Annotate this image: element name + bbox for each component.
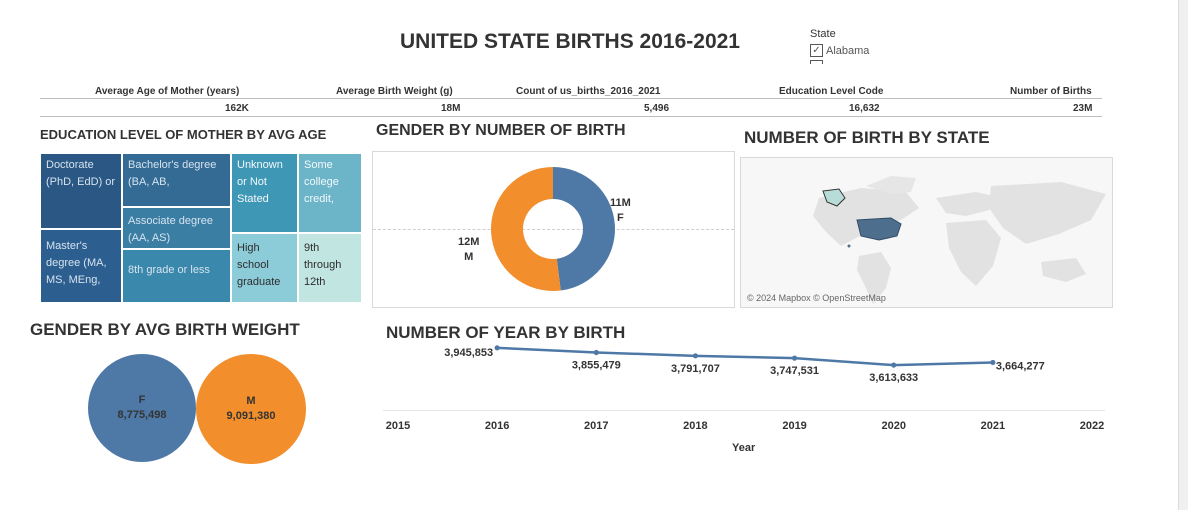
kpi-label: Average Birth Weight (g) [336, 86, 453, 97]
europe-shape [936, 192, 1003, 216]
donut-label-m-value: 12M [458, 236, 480, 248]
donut-label-f-name: F [617, 212, 624, 224]
donut-panel: 11M F 12M M [372, 151, 735, 308]
donut-slice-m[interactable] [490, 167, 561, 291]
donut-svg [490, 167, 615, 291]
line-point[interactable] [692, 353, 699, 359]
bubble-f-value: 8,775,498 [117, 409, 167, 421]
treemap-cell-doctorate[interactable]: Doctorate (PhD, EdD) or [40, 153, 122, 229]
x-tick-label: 2015 [386, 420, 410, 432]
treemap-cell-unknown[interactable]: Unknown or Not Stated [231, 153, 298, 233]
donut-label-f-value: 11M [610, 197, 631, 209]
data-label: 3,855,479 [572, 360, 621, 372]
donut-label-f: 11M F [610, 196, 631, 226]
state-map[interactable]: © 2024 Mapbox © OpenStreetMap [740, 157, 1113, 308]
line-title: NUMBER OF YEAR BY BIRTH [386, 323, 626, 342]
bubble-f-label: F [138, 394, 146, 406]
bubble-f-text: F 8,775,498 [88, 393, 196, 423]
kpi-divider-bottom [40, 116, 1102, 117]
usa-highlight[interactable] [856, 217, 902, 241]
kpi-divider [40, 98, 1102, 99]
treemap-cell-some-college[interactable]: Some college credit, [298, 153, 362, 233]
line-series [497, 346, 993, 367]
x-tick-label: 2018 [683, 420, 707, 432]
treemap-cell-high-school[interactable]: High school graduate [231, 233, 298, 303]
kpi-label: Average Age of Mother (years) [95, 86, 240, 97]
donut-title: GENDER BY NUMBER OF BIRTH [376, 122, 626, 139]
state-filter-value: Alabama [826, 44, 870, 57]
data-label: 3,664,277 [996, 360, 1045, 372]
south-america-shape [857, 252, 891, 304]
checkbox-checked-icon[interactable]: ✓ [810, 44, 823, 57]
world-map-svg [813, 176, 1106, 304]
line-point[interactable] [891, 362, 897, 368]
donut-label-m: 12M M [458, 235, 479, 265]
x-tick-label: 2020 [881, 420, 905, 432]
australia-shape [1041, 258, 1086, 282]
treemap-cell-9th-12th[interactable]: 9th through 12th [298, 233, 362, 303]
line-point[interactable] [791, 355, 798, 361]
kpi-value: 18M [441, 103, 461, 114]
state-filter-label: State [810, 28, 836, 40]
kpi-value: 5,496 [644, 103, 670, 114]
state-filter-item[interactable]: ✓ Alabama [810, 44, 869, 57]
education-treemap: Doctorate (PhD, EdD) or Master's degree … [40, 153, 362, 303]
x-tick-label: 2022 [1080, 420, 1104, 432]
kpi-label: Education Level Code [779, 86, 884, 97]
x-tick-label: 2016 [485, 420, 509, 432]
filter-list-clip [810, 58, 870, 64]
donut-label-m-name: M [464, 251, 474, 263]
x-axis-title: Year [732, 442, 756, 454]
treemap-cell-8th-grade[interactable]: 8th grade or less [122, 249, 231, 303]
kpi-value: 23M [1073, 103, 1093, 114]
x-tick-label: 2021 [981, 420, 1005, 432]
kpi-label: Count of us_births_2016_2021 [516, 86, 661, 97]
kpi-value: 16,632 [849, 103, 880, 114]
bubble-title: GENDER BY AVG BIRTH WEIGHT [30, 320, 300, 339]
treemap-cell-bachelors[interactable]: Bachelor's degree (BA, AB, [122, 153, 231, 207]
data-label: 3,613,633 [869, 372, 918, 384]
bubble-m[interactable]: M 9,091,380 [196, 354, 306, 464]
line-point[interactable] [494, 345, 500, 351]
kpi-label: Number of Births [1010, 86, 1092, 97]
data-label: 3,945,853 [444, 347, 493, 359]
checkbox-icon[interactable] [810, 60, 823, 64]
kpi-value: 162K [225, 103, 249, 114]
panel-divider [373, 229, 734, 230]
data-label: 3,747,531 [770, 365, 819, 377]
map-title: NUMBER OF BIRTH BY STATE [744, 128, 990, 147]
dashboard-title: UNITED STATE BIRTHS 2016-2021 [400, 30, 740, 53]
scrollbar[interactable] [1178, 0, 1188, 510]
alaska-highlight[interactable] [822, 188, 846, 207]
bubble-f[interactable]: F 8,775,498 [88, 354, 196, 462]
bubble-m-text: M 9,091,380 [196, 394, 306, 424]
bubble-m-label: M [246, 395, 256, 407]
treemap-cell-masters[interactable]: Master's degree (MA, MS, MEng, [40, 229, 122, 303]
greenland-shape [866, 176, 916, 194]
treemap-cell-associate[interactable]: Associate degree (AA, AS) [122, 207, 231, 249]
donut-slice-f[interactable] [553, 167, 615, 291]
map-attribution: © 2024 Mapbox © OpenStreetMap [747, 293, 886, 303]
bubble-m-value: 9,091,380 [226, 410, 276, 422]
asia-shape [989, 182, 1106, 244]
line-point[interactable] [593, 349, 599, 356]
africa-shape [946, 220, 1001, 286]
x-tick-label: 2017 [584, 420, 608, 432]
x-axis-line [383, 410, 1105, 411]
data-label: 3,791,707 [671, 363, 720, 375]
line-point[interactable] [990, 359, 996, 366]
hawaii-highlight[interactable] [847, 244, 851, 248]
x-tick-label: 2019 [782, 420, 806, 432]
treemap-title: EDUCATION LEVEL OF MOTHER BY AVG AGE [40, 127, 327, 142]
